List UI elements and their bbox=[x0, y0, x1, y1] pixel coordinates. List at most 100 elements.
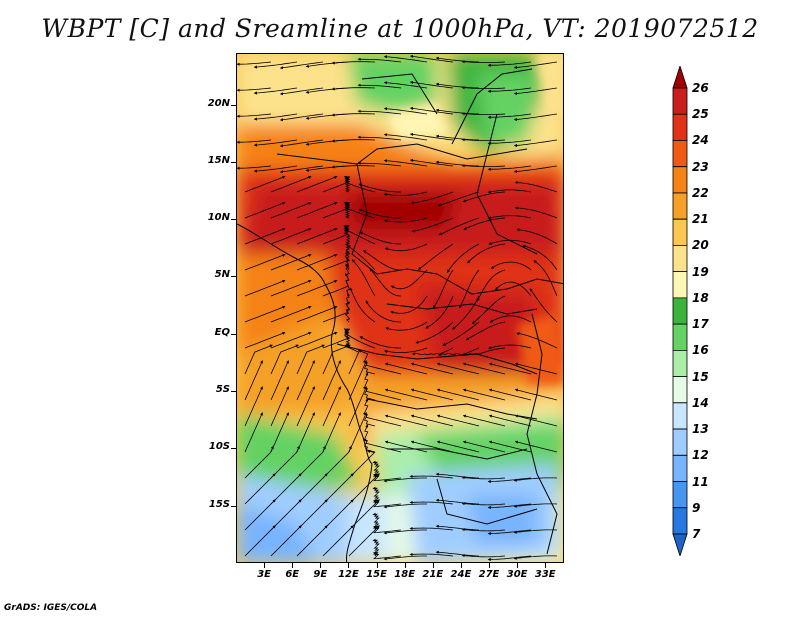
streamline bbox=[357, 83, 402, 89]
colorbar-label: 16 bbox=[692, 343, 709, 358]
streamline bbox=[359, 336, 401, 349]
streamline bbox=[348, 499, 380, 531]
streamline bbox=[270, 360, 289, 401]
streamline bbox=[383, 477, 427, 483]
colorbar-label: 25 bbox=[692, 107, 709, 122]
streamline bbox=[357, 57, 402, 63]
streamline bbox=[244, 175, 286, 193]
streamline bbox=[435, 108, 480, 115]
streamline bbox=[461, 528, 506, 532]
lat-tick-mark bbox=[231, 161, 236, 163]
lat-tick-mark bbox=[231, 448, 236, 450]
streamline bbox=[476, 269, 506, 302]
streamline bbox=[253, 165, 298, 173]
streamline bbox=[409, 106, 454, 115]
colorbar-segment bbox=[672, 323, 688, 351]
streamline bbox=[409, 158, 454, 167]
streamline bbox=[237, 61, 272, 66]
streamline bbox=[253, 139, 298, 147]
streamline bbox=[529, 288, 558, 323]
streamline bbox=[344, 177, 376, 193]
streamline bbox=[322, 386, 341, 427]
streamlines bbox=[237, 54, 558, 562]
streamline bbox=[488, 388, 532, 401]
streamline bbox=[522, 244, 558, 271]
streamline bbox=[432, 269, 454, 309]
streamline bbox=[244, 386, 263, 427]
lon-tick-label: 21E bbox=[422, 569, 444, 580]
streamline bbox=[409, 80, 454, 89]
streamline bbox=[362, 360, 402, 375]
streamline bbox=[348, 386, 367, 427]
streamline bbox=[435, 160, 480, 167]
streamline bbox=[384, 414, 428, 427]
streamline bbox=[462, 414, 506, 427]
lon-tick-mark bbox=[489, 563, 491, 568]
streamline bbox=[296, 305, 338, 323]
streamline bbox=[442, 321, 480, 346]
lat-tick-label: 15S bbox=[208, 498, 230, 510]
streamline bbox=[514, 362, 558, 375]
streamline bbox=[383, 555, 427, 561]
streamline bbox=[270, 386, 289, 427]
streamline bbox=[244, 331, 286, 349]
colorbar-label: 14 bbox=[692, 395, 709, 410]
streamline bbox=[270, 175, 312, 193]
streamline bbox=[513, 165, 558, 174]
streamline bbox=[410, 191, 454, 205]
streamline bbox=[487, 61, 532, 67]
streamline bbox=[270, 331, 312, 349]
streamline bbox=[296, 175, 338, 193]
streamline bbox=[435, 82, 480, 89]
colorbar-segment bbox=[672, 140, 688, 168]
lon-tick-mark bbox=[264, 563, 266, 568]
streamline bbox=[410, 414, 454, 427]
streamline bbox=[322, 227, 350, 245]
streamline bbox=[461, 476, 506, 480]
colorbar-label: 9 bbox=[692, 500, 701, 515]
streamline bbox=[513, 529, 558, 534]
lat-tick-label: 5N bbox=[214, 269, 230, 281]
streamline bbox=[488, 239, 532, 245]
colorbar-label: 15 bbox=[692, 369, 709, 384]
country-borders bbox=[237, 68, 563, 562]
streamline bbox=[415, 321, 454, 344]
colorbar-label: 21 bbox=[692, 212, 709, 227]
wbpt-field-map bbox=[237, 54, 563, 562]
streamline bbox=[417, 243, 454, 270]
streamline bbox=[383, 191, 428, 197]
lon-tick-mark bbox=[432, 563, 434, 568]
streamline bbox=[383, 217, 428, 223]
streamline bbox=[244, 525, 276, 557]
streamline bbox=[296, 386, 315, 427]
streamline bbox=[495, 281, 532, 297]
colorbar-segment bbox=[672, 376, 688, 404]
streamline bbox=[513, 87, 558, 96]
lon-tick-label: 24E bbox=[450, 569, 472, 580]
streamline bbox=[410, 388, 454, 401]
streamline bbox=[244, 279, 286, 297]
streamline bbox=[409, 132, 454, 141]
colorbar-segment bbox=[672, 402, 688, 430]
streamline bbox=[369, 268, 402, 297]
streamline bbox=[437, 191, 480, 207]
streamline bbox=[322, 301, 351, 323]
streamline bbox=[487, 113, 532, 119]
streamline bbox=[462, 362, 506, 375]
streamline bbox=[462, 440, 506, 453]
colorbar-segment bbox=[672, 87, 688, 115]
lon-tick-label: 33E bbox=[534, 569, 556, 580]
streamline bbox=[390, 295, 428, 314]
streamline bbox=[410, 362, 454, 375]
lat-tick-mark bbox=[231, 219, 236, 221]
streamline bbox=[384, 440, 428, 453]
lat-tick-mark bbox=[231, 104, 236, 106]
colorbar-segment bbox=[672, 349, 688, 377]
streamline bbox=[344, 242, 376, 271]
lon-tick-label: 12E bbox=[338, 569, 359, 580]
streamline bbox=[438, 347, 480, 356]
streamline bbox=[488, 362, 532, 375]
streamline bbox=[458, 269, 480, 309]
streamline bbox=[384, 347, 428, 353]
streamline bbox=[279, 113, 324, 122]
